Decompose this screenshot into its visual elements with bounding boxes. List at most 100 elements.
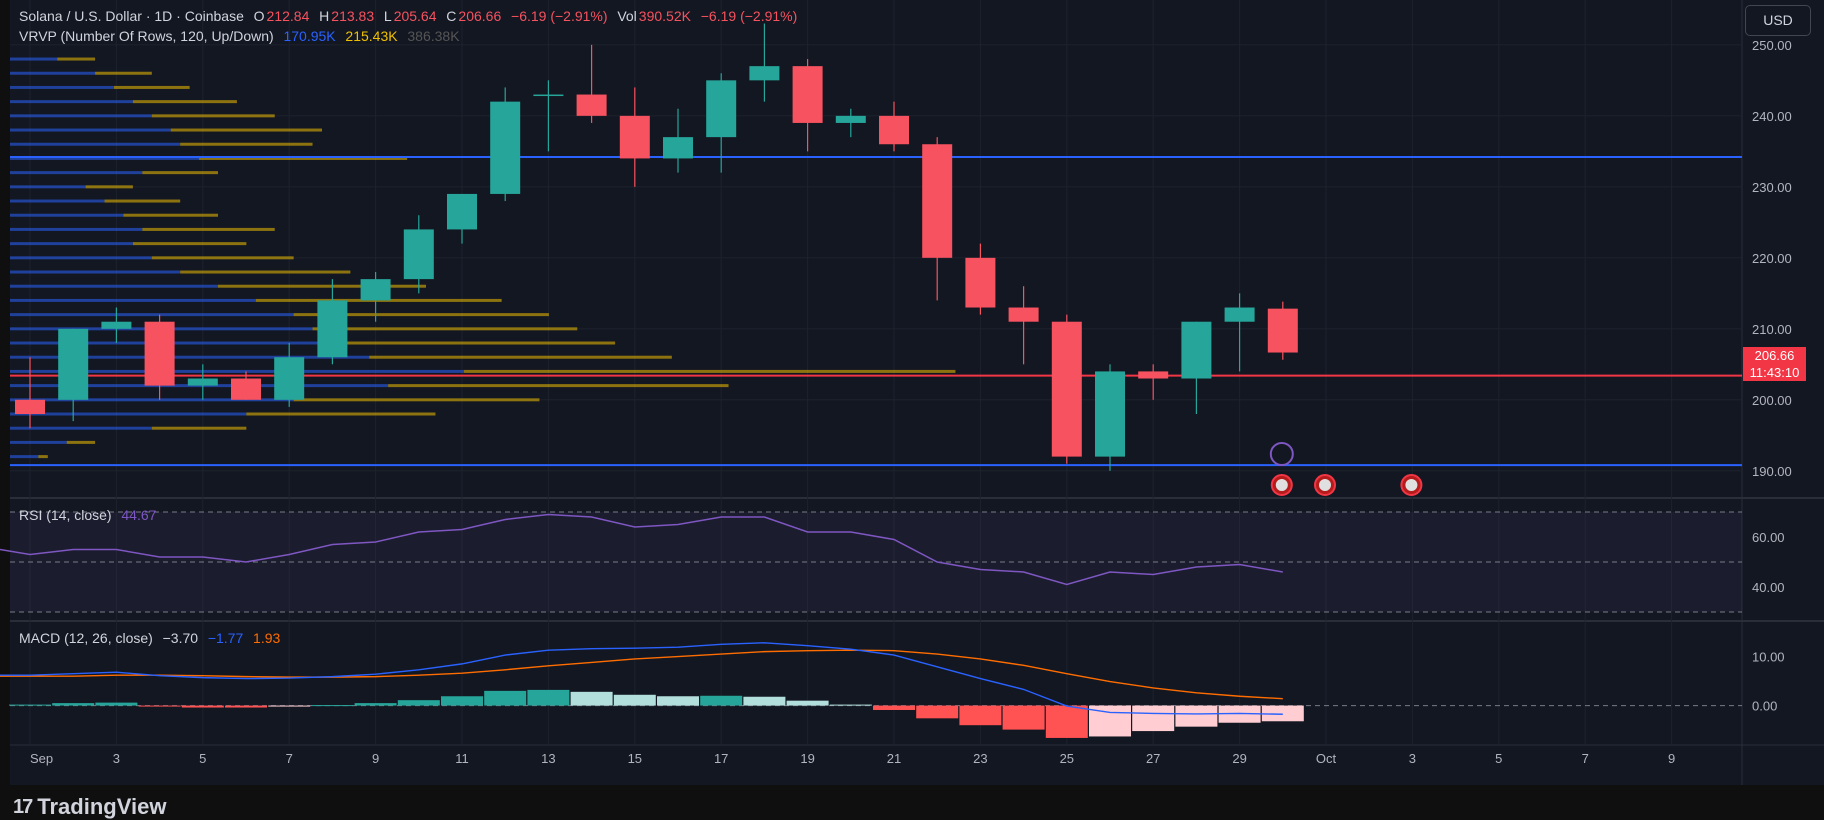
volume-profile-up-bar (10, 242, 133, 246)
macd-histogram-bar (570, 691, 613, 706)
time-tick-label: 15 (628, 751, 642, 766)
price-tick-label: 230.00 (1752, 180, 1792, 195)
time-tick-label: 5 (1495, 751, 1502, 766)
macd-signal-value: −1.77 (207, 630, 244, 646)
macd-label: MACD (12, 26, close) (19, 630, 153, 646)
tradingview-logo-icon: 17 (13, 795, 33, 818)
macd-histogram-bar (225, 705, 267, 708)
tradingview-logo[interactable]: 17 TradingView (13, 794, 166, 819)
time-tick-label: 9 (372, 751, 379, 766)
volume-profile-down-bar (38, 455, 48, 459)
macd-histogram-bar (268, 705, 311, 707)
volume-profile-up-bar (10, 85, 114, 89)
vrvp-total: 386.38K (407, 28, 460, 44)
macd-histogram-bar (354, 703, 397, 706)
price-tick-label: 250.00 (1752, 38, 1792, 53)
volume-profile-down-bar (255, 298, 502, 302)
macd-histogram-bar (1132, 705, 1175, 732)
macd-histogram-bar (1218, 705, 1261, 723)
currency-button[interactable]: USD (1745, 5, 1811, 36)
candle-body (274, 357, 305, 400)
volume-profile-up-bar (10, 199, 105, 203)
macd-histogram-bar (9, 704, 51, 706)
macd-histogram-bar (441, 696, 483, 706)
low-value: 205.64 (393, 8, 437, 24)
volume-profile-up-bar (10, 128, 171, 132)
candle-body (231, 378, 261, 400)
rsi-tick-label: 60.00 (1752, 530, 1785, 545)
volume-profile-down-bar (85, 185, 133, 189)
macd-histogram-bar (1002, 705, 1045, 730)
volume-profile-down-bar (132, 242, 247, 246)
volume-profile-down-bar (170, 128, 322, 132)
volume-profile-down-bar (199, 156, 408, 160)
volume-profile-up-bar (10, 71, 96, 75)
macd-histogram-bar (311, 705, 354, 707)
volume-profile-down-bar (293, 313, 549, 317)
candle-body (576, 94, 607, 116)
time-tick-label: 3 (113, 751, 120, 766)
us-flag-event-icon (1275, 479, 1288, 491)
macd-histogram-bar (484, 690, 527, 706)
candle-body (1008, 307, 1039, 322)
volume-profile-up-bar (10, 398, 294, 402)
volume-profile-up-bar (10, 256, 152, 260)
last-price-tag: 206.66 (1743, 347, 1806, 365)
volume-profile-down-bar (388, 384, 729, 388)
price-tick-label: 220.00 (1752, 251, 1792, 266)
macd-histogram-bar (397, 700, 440, 706)
time-tick-label: 27 (1146, 751, 1160, 766)
volume-profile-down-bar (142, 227, 275, 231)
volume-profile-down-bar (95, 71, 152, 75)
macd-signal-line (0, 649, 1283, 700)
volume-profile-down-bar (293, 398, 540, 402)
change-value: −6.19 (−2.91%) (511, 8, 608, 24)
volume-profile-up-bar (10, 57, 58, 61)
close-value: 206.66 (458, 8, 502, 24)
volume-profile-down-bar (57, 57, 96, 61)
volume-profile-up-bar (10, 313, 294, 317)
symbol-title[interactable]: Solana / U.S. Dollar · 1D · Coinbase (19, 8, 244, 24)
vrvp-up: 170.95K (283, 28, 336, 44)
time-tick-label: 25 (1060, 751, 1074, 766)
volume-profile-up-bar (10, 284, 218, 288)
volume-profile-down-bar (369, 355, 672, 359)
candle-body (187, 378, 218, 386)
macd-histogram-bar (138, 705, 181, 707)
rsi-legend[interactable]: RSI (14, close) 44.67 (19, 507, 158, 523)
candle-body (1051, 321, 1082, 457)
candle-body (101, 321, 132, 329)
volume-profile-up-bar (10, 100, 133, 104)
candle-body (447, 193, 477, 230)
volume-profile-down-bar (312, 327, 578, 331)
volume-profile-down-bar (180, 270, 351, 274)
volume-profile-down-bar (151, 114, 275, 118)
volume-profile-up-bar (10, 227, 143, 231)
time-tick-label: 23 (973, 751, 987, 766)
price-tick-label: 200.00 (1752, 393, 1792, 408)
volume-profile-up-bar (10, 298, 256, 302)
candle-body (879, 115, 909, 145)
volume-profile-up-bar (10, 426, 152, 430)
time-tick-label: 29 (1232, 751, 1246, 766)
rsi-label: RSI (14, close) (19, 507, 112, 523)
candle-body (490, 101, 521, 194)
macd-legend[interactable]: MACD (12, 26, close) −3.70 −1.77 1.93 (19, 630, 282, 646)
volume-profile-down-bar (331, 341, 616, 345)
low-label: L (383, 8, 392, 24)
candle-body (360, 279, 391, 301)
price-tick-label: 190.00 (1752, 464, 1792, 479)
candle-body (835, 115, 866, 123)
volume-profile-down-bar (66, 440, 96, 444)
volume-profile-up-bar (10, 369, 464, 373)
macd-line (0, 642, 1283, 715)
macd-pane-bg (10, 622, 1742, 745)
macd-histogram-bar (829, 704, 872, 706)
time-tick-label: 3 (1409, 751, 1416, 766)
volume-profile-down-bar (132, 100, 237, 104)
macd-histogram-bar (657, 696, 699, 706)
time-tick-label: 7 (1582, 751, 1589, 766)
vrvp-legend[interactable]: VRVP (Number Of Rows, 120, Up/Down) 170.… (19, 28, 462, 44)
